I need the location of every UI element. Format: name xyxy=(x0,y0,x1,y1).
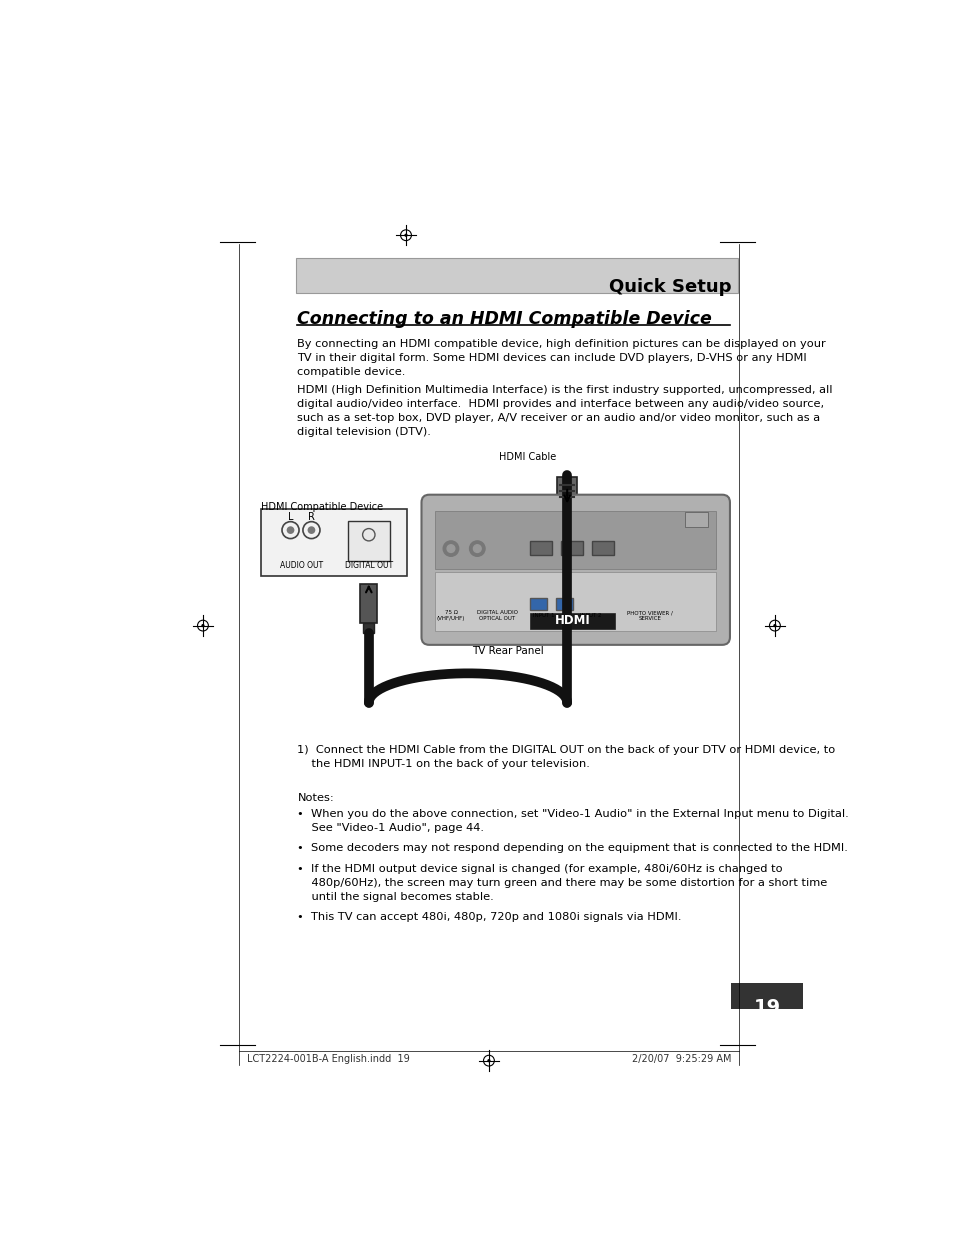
FancyBboxPatch shape xyxy=(592,541,613,555)
FancyBboxPatch shape xyxy=(435,572,716,631)
FancyBboxPatch shape xyxy=(560,506,573,517)
Circle shape xyxy=(447,545,455,552)
FancyBboxPatch shape xyxy=(348,521,390,561)
Text: LCT2224-001B-A English.indd  19: LCT2224-001B-A English.indd 19 xyxy=(247,1053,410,1063)
Text: 75 Ω
(VHF/UHF): 75 Ω (VHF/UHF) xyxy=(436,610,465,621)
Text: DIGITAL AUDIO
OPTICAL OUT: DIGITAL AUDIO OPTICAL OUT xyxy=(476,610,517,621)
Text: L: L xyxy=(288,513,293,522)
Circle shape xyxy=(473,545,480,552)
Circle shape xyxy=(307,526,315,534)
Text: HDMI: HDMI xyxy=(554,615,590,627)
Text: 1)  Connect the HDMI Cable from the DIGITAL OUT on the back of your DTV or HDMI : 1) Connect the HDMI Cable from the DIGIT… xyxy=(297,745,835,769)
Circle shape xyxy=(443,541,458,556)
Text: DIGITAL OUT: DIGITAL OUT xyxy=(344,561,393,571)
Text: 2/20/07  9:25:29 AM: 2/20/07 9:25:29 AM xyxy=(631,1053,731,1063)
FancyBboxPatch shape xyxy=(261,509,406,577)
Circle shape xyxy=(773,624,776,627)
Text: INPUT 1: INPUT 1 xyxy=(533,613,554,618)
Text: AUDIO OUT: AUDIO OUT xyxy=(279,561,323,571)
Circle shape xyxy=(201,624,204,627)
Text: •  When you do the above connection, set "Video-1 Audio" in the External Input m: • When you do the above connection, set … xyxy=(297,809,848,832)
FancyBboxPatch shape xyxy=(435,511,716,568)
FancyBboxPatch shape xyxy=(363,622,374,632)
Text: •  Some decoders may not respond depending on the equipment that is connected to: • Some decoders may not respond dependin… xyxy=(297,842,847,852)
Circle shape xyxy=(469,541,484,556)
Text: HDMI Compatible Device: HDMI Compatible Device xyxy=(261,503,383,513)
FancyBboxPatch shape xyxy=(421,495,729,645)
Text: Notes:: Notes: xyxy=(297,793,334,804)
Circle shape xyxy=(487,1060,490,1062)
FancyBboxPatch shape xyxy=(530,598,546,610)
Circle shape xyxy=(404,233,407,237)
FancyBboxPatch shape xyxy=(295,258,737,293)
Text: By connecting an HDMI compatible device, high definition pictures can be display: By connecting an HDMI compatible device,… xyxy=(297,340,825,377)
FancyBboxPatch shape xyxy=(530,541,551,555)
Text: 19: 19 xyxy=(753,998,780,1016)
Text: TV Rear Panel: TV Rear Panel xyxy=(472,646,543,656)
Text: HDMI (High Definition Multimedia Interface) is the first industry supported, unc: HDMI (High Definition Multimedia Interfa… xyxy=(297,385,832,437)
Text: R: R xyxy=(308,513,314,522)
Text: HDMI Cable: HDMI Cable xyxy=(498,452,556,462)
FancyBboxPatch shape xyxy=(731,983,802,1009)
FancyBboxPatch shape xyxy=(555,598,572,610)
FancyBboxPatch shape xyxy=(360,584,377,622)
Text: INPUT 2: INPUT 2 xyxy=(579,613,600,618)
FancyBboxPatch shape xyxy=(557,477,577,506)
Text: •  This TV can accept 480i, 480p, 720p and 1080i signals via HDMI.: • This TV can accept 480i, 480p, 720p an… xyxy=(297,911,681,923)
Text: •  If the HDMI output device signal is changed (for example, 480i/60Hz is change: • If the HDMI output device signal is ch… xyxy=(297,864,827,903)
Text: Connecting to an HDMI Compatible Device: Connecting to an HDMI Compatible Device xyxy=(297,310,712,329)
Text: Quick Setup: Quick Setup xyxy=(608,278,731,295)
FancyBboxPatch shape xyxy=(560,541,582,555)
FancyBboxPatch shape xyxy=(530,613,615,630)
Circle shape xyxy=(286,526,294,534)
FancyBboxPatch shape xyxy=(684,511,707,527)
Text: PHOTO VIEWER /
SERVICE: PHOTO VIEWER / SERVICE xyxy=(626,610,673,621)
